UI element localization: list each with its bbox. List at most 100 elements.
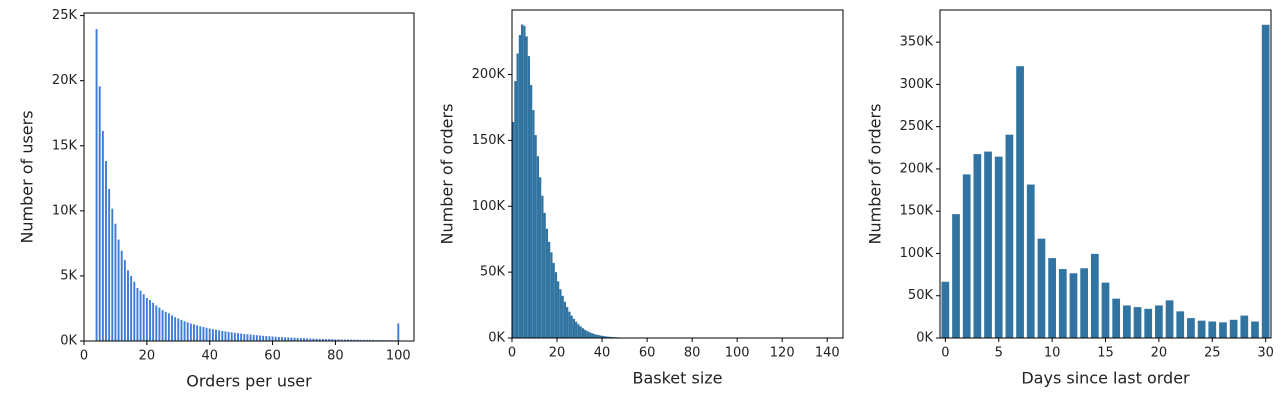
x-tick-label: 20	[139, 349, 156, 364]
bar	[142, 293, 146, 342]
bar	[264, 335, 268, 342]
bar	[396, 322, 400, 342]
histogram-bar	[518, 35, 522, 339]
bar	[183, 320, 187, 342]
histogram-bar	[586, 331, 589, 338]
y-axis-label: Number of orders	[866, 104, 885, 245]
bar	[293, 337, 297, 342]
bar	[214, 329, 218, 342]
histogram-bar	[570, 315, 573, 338]
x-tick-label: 140	[815, 346, 840, 361]
bar	[148, 299, 152, 342]
bar	[192, 323, 196, 342]
x-tick-label: 40	[594, 346, 611, 361]
histogram-bar	[557, 281, 560, 338]
bar	[161, 309, 165, 342]
bar	[195, 324, 199, 342]
bar	[983, 150, 993, 339]
bar	[198, 325, 202, 342]
bar	[1228, 319, 1239, 339]
histogram-bar	[563, 301, 567, 338]
bar	[167, 312, 171, 342]
histogram-bar	[588, 332, 591, 338]
bar	[135, 287, 139, 342]
bar	[289, 337, 293, 342]
histogram-bar	[543, 212, 546, 338]
bar	[249, 333, 253, 342]
y-tick-label: 300K	[900, 77, 934, 92]
histogram-bar	[604, 336, 607, 338]
y-tick-label: 50K	[908, 288, 934, 303]
bar	[1015, 65, 1025, 339]
y-tick-label: 5K	[60, 268, 77, 283]
bar	[233, 332, 237, 342]
subplot: 0K 5K 10K 15K 20K 25K 0 20 40 60 80 100 Orders per u…	[18, 8, 415, 391]
bar	[245, 333, 249, 342]
histogram-bar	[606, 336, 609, 338]
bar	[1207, 320, 1217, 339]
bar	[201, 326, 205, 342]
y-tick-label: 100K	[472, 199, 506, 214]
bar	[101, 130, 105, 342]
bar	[208, 327, 212, 342]
bar	[123, 259, 127, 342]
bar	[283, 336, 287, 342]
bar	[274, 336, 278, 342]
histogram-bar	[534, 135, 537, 338]
x-tick-label: 60	[264, 349, 281, 364]
bar	[1143, 308, 1153, 339]
histogram-bar	[608, 336, 612, 338]
axes-frame	[83, 12, 415, 342]
histogram-bar	[590, 333, 594, 338]
y-tick-label: 25K	[52, 8, 78, 23]
histogram-bar	[577, 324, 580, 338]
bar	[1132, 306, 1143, 339]
x-axis-label: Days since last order	[1021, 369, 1190, 388]
bar	[280, 336, 284, 342]
histogram-bar	[559, 289, 562, 338]
bar	[1111, 297, 1121, 339]
bar	[962, 173, 972, 339]
histogram-bar	[554, 272, 558, 338]
bar	[239, 332, 243, 342]
histogram-bar	[584, 329, 587, 338]
bar	[186, 321, 190, 342]
bar	[271, 335, 275, 342]
x-tick-label: 0	[508, 346, 516, 361]
bar	[951, 213, 961, 339]
x-tick-label: 80	[327, 349, 344, 364]
bar	[1122, 304, 1132, 339]
bar	[164, 311, 168, 342]
bar	[1079, 267, 1089, 339]
bar	[113, 223, 117, 342]
bar	[1175, 310, 1185, 339]
y-tick-label: 350K	[900, 35, 934, 50]
bar	[205, 327, 209, 342]
histogram-bar	[572, 318, 576, 338]
histogram-bar	[581, 328, 585, 338]
bar	[220, 330, 224, 342]
y-tick-label: 0K	[60, 334, 77, 349]
bar	[139, 290, 143, 342]
y-tick-label: 150K	[900, 204, 934, 219]
histogram-bar	[611, 336, 614, 338]
bar	[132, 281, 136, 342]
bar	[1218, 321, 1228, 339]
histogram-bar	[532, 110, 535, 338]
bar	[95, 28, 99, 342]
bar	[1260, 23, 1271, 339]
histogram-bar	[536, 156, 540, 338]
y-axis-label: Number of users	[18, 110, 37, 243]
bar	[1239, 314, 1249, 339]
bar	[972, 153, 983, 339]
y-tick-label: 15K	[52, 138, 78, 153]
histogram-bar	[595, 334, 598, 338]
bar	[261, 335, 265, 342]
bar	[1164, 299, 1175, 339]
histogram-bar	[545, 228, 549, 338]
bar	[242, 333, 246, 342]
y-tick-label: 0K	[488, 331, 505, 346]
y-tick-label: 200K	[900, 161, 934, 176]
bar	[1186, 317, 1196, 339]
bar	[227, 331, 231, 342]
